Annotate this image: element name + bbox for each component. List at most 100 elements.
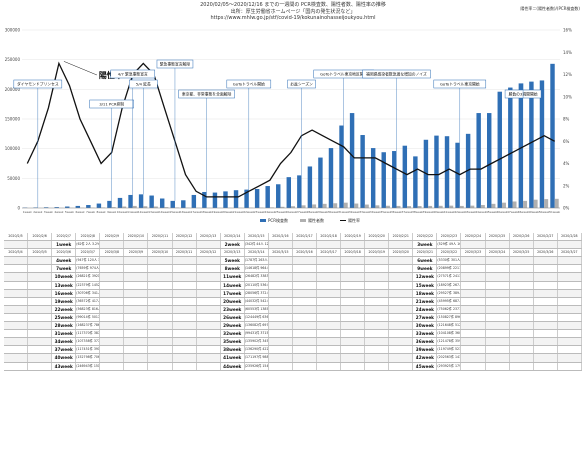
table-cell [509, 305, 534, 313]
x-tick-label: 51week [549, 210, 560, 214]
positive-bar [143, 206, 148, 208]
table-cell: (119749件 5234人 4.4%) [437, 346, 462, 354]
table-cell: 2020/2/13 [197, 233, 221, 241]
table-cell [365, 346, 390, 354]
table-cell [124, 330, 149, 338]
table-cell: 2020/2/14 [221, 233, 245, 241]
pcr-bar [455, 142, 460, 208]
table-cell [389, 297, 414, 305]
x-tick-label: 49week [528, 210, 539, 214]
table-cell [341, 257, 366, 265]
table-cell: 2020/2/24 [461, 233, 486, 241]
table-cell [293, 346, 318, 354]
table-cell [4, 338, 29, 346]
table-cell: (117451件 3915人 3.3%) [76, 346, 101, 354]
table-row: 31week(117370件 3875人 3.3%) 32week(99431件 … [4, 330, 582, 339]
annotation-label: ダイヤモンドプリンセス [17, 82, 59, 87]
table-cell [4, 346, 29, 354]
table-cell [486, 313, 510, 322]
table-cell [148, 330, 173, 338]
pcr-bar [138, 194, 144, 208]
table-cell [4, 289, 29, 297]
table-cell [461, 346, 486, 354]
pcr-bar [96, 203, 102, 208]
table-cell: 2020/2/11 [148, 233, 173, 241]
table-cell [148, 273, 173, 281]
table-cell: (235926件 15497人 6.6%) [245, 362, 269, 370]
x-tick-label: 40week [433, 210, 444, 214]
table-row: 43week(246943件 15102人 6.1%) 44week(235926… [4, 362, 582, 371]
table-row: 2020/3/4 2020/3/5 2020/3/6 2020/3/7 2020/3/8… [4, 249, 582, 258]
table-cell: (26482件 3383人 12.8%) [245, 273, 269, 281]
table-cell [172, 257, 197, 265]
table-cell [534, 265, 558, 273]
pcr-bar [202, 191, 207, 208]
table-cell: 2020/3/25 [510, 249, 534, 257]
table-cell: (150827件 8962人 5.9%) [437, 313, 462, 322]
annotation-label: GoToトラベル開始 [233, 82, 265, 87]
table-cell [148, 241, 173, 249]
pcr-bar [244, 189, 249, 208]
table-cell [533, 241, 558, 249]
table-cell [485, 338, 510, 346]
table-cell [365, 273, 390, 281]
table-cell [100, 362, 125, 370]
annotation-label: 緊急事態宣言解除 [160, 62, 191, 67]
table-cell [293, 265, 318, 273]
pcr-bar [508, 87, 513, 208]
table-cell [269, 265, 293, 273]
table-cell: (28056件 372人 1.3%) [245, 289, 269, 297]
table-cell [100, 241, 125, 249]
table-cell: (121478件 3591人 3.0%) [437, 338, 462, 346]
left-tick-label: 0 [17, 206, 20, 211]
table-cell [461, 241, 486, 249]
table-cell [365, 338, 390, 346]
pcr-bar [107, 200, 112, 208]
table-row: 7week(7659件 974人 4.3%) 8week(14618件 964人 … [4, 265, 582, 274]
table-cell [365, 354, 390, 362]
table-cell [558, 346, 582, 354]
table-row: 40week(152798件 7063人 4.6%) 41week(171197件… [4, 354, 582, 363]
positivity-line-group [26, 61, 556, 198]
table-cell [269, 362, 293, 370]
table-cell [292, 241, 318, 249]
table-cell: (529件 49人 16.0%) [437, 241, 462, 249]
table-cell [389, 354, 414, 362]
table-cell: 32week [221, 330, 245, 338]
table-cell [148, 289, 173, 297]
pcr-bar [339, 125, 344, 208]
right-tick-label: 12% [563, 72, 572, 77]
pcr-bar [297, 175, 302, 208]
positive-bar [407, 206, 412, 208]
table-cell [100, 273, 125, 281]
table-cell [533, 273, 558, 281]
table-cell: (246943件 15102人 6.1%) [76, 362, 101, 370]
table-cell: 29week [221, 322, 245, 330]
right-tick-label: 10% [563, 94, 572, 99]
right-tick-label: 14% [563, 50, 572, 55]
table-cell [365, 289, 390, 297]
table-cell: 2020/3/19 [365, 249, 390, 257]
table-cell [292, 322, 318, 330]
table-row: 19week(36572件 417人 1.1%) 20week(44032件 54… [4, 297, 582, 306]
pcr-bar [497, 91, 502, 208]
table-cell: 2020/2/21 [389, 233, 414, 241]
pcr-bar [518, 83, 524, 208]
table-cell [269, 297, 293, 305]
table-cell [461, 273, 486, 281]
table-cell: 18week [413, 289, 438, 297]
positive-bar [459, 205, 464, 208]
weekly-data-table: 2020/2/5 2020/2/6 2020/2/7 2020/2/8 2020/2/9… [4, 233, 582, 449]
table-cell: (99014件 5017人 5.1%) [76, 313, 101, 322]
left-tick-label: 50000 [7, 176, 20, 181]
x-tick-label: 14week [159, 210, 170, 214]
x-tick-label: 20week [222, 210, 233, 214]
table-cell [365, 281, 390, 289]
table-cell [485, 273, 510, 281]
table-cell: 2020/3/27 [558, 249, 582, 257]
table-cell: 2020/3/17 [317, 249, 342, 257]
table-cell: (20110件 536人 2.7%) [245, 281, 269, 289]
pcr-bar [276, 184, 281, 208]
table-cell [389, 330, 414, 338]
